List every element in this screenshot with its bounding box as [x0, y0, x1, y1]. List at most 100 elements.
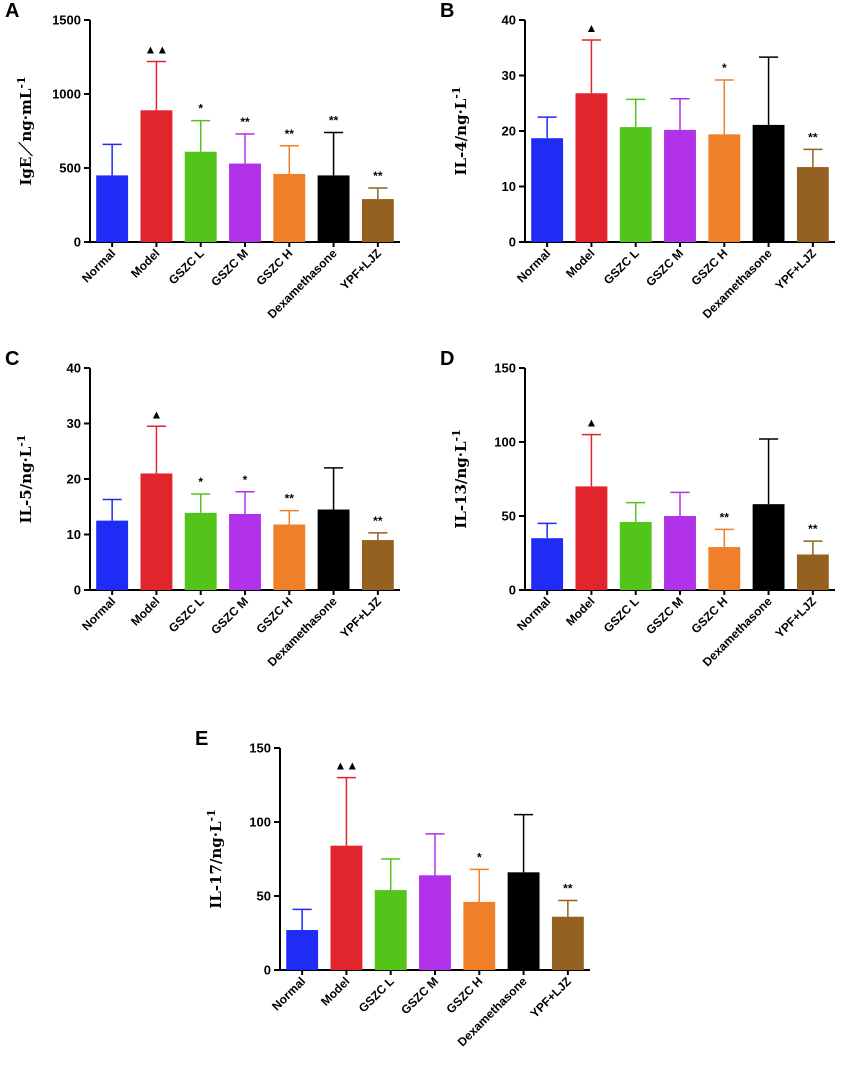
bar-model: [330, 845, 363, 970]
chart-panel-c: C IL-5/ng·L-1 0 10 20 30 40 Normal ▲ Model * GSZC …: [5, 348, 425, 678]
bar-normal: [96, 520, 129, 590]
significance-marker: ▲▲: [335, 759, 359, 773]
x-tick-label: Model: [128, 594, 162, 628]
bar-gszc-l: [374, 890, 407, 970]
bar-gszc-m: [664, 516, 696, 590]
x-tick-label: YPF+LJZ: [338, 246, 384, 292]
y-axis-label: IL-4/ng·L-1: [450, 86, 470, 175]
significance-marker: **: [285, 127, 295, 141]
x-tick-label: Normal: [514, 246, 553, 285]
y-tick-label: 1000: [52, 87, 81, 102]
significance-marker: ▲: [150, 407, 162, 421]
y-tick-label: 40: [502, 13, 516, 28]
y-tick-label: 20: [67, 472, 81, 487]
significance-marker: **: [720, 510, 730, 524]
y-tick-label: 150: [494, 361, 516, 376]
bar-gszc-l: [619, 127, 652, 242]
x-tick-label: GSZC H: [688, 246, 730, 288]
x-tick-label: GSZC H: [253, 594, 295, 636]
x-tick-label: GSZC M: [208, 246, 251, 289]
x-tick-label: GSZC L: [356, 974, 397, 1015]
x-tick-label: YPF+LJZ: [773, 594, 819, 640]
y-tick-label: 10: [502, 179, 516, 194]
bar-gszc-h: [708, 547, 741, 590]
bar-ypf-ljz: [796, 167, 829, 242]
x-tick-label: YPF+LJZ: [773, 246, 819, 292]
x-tick-label: GSZC M: [208, 594, 251, 637]
significance-marker: *: [477, 850, 482, 864]
x-tick-label: Model: [563, 246, 597, 280]
bar-normal: [531, 138, 564, 242]
significance-marker: *: [243, 473, 248, 487]
significance-marker: *: [198, 102, 203, 116]
x-tick-label: GSZC L: [601, 594, 642, 635]
x-tick-label: GSZC L: [166, 246, 207, 287]
y-axis-label-text: IgE／ng·mL: [17, 88, 35, 185]
chart-panel-a: A IgE／ng·mL-1 0 500 1000 1500 Normal ▲▲ Model * G…: [5, 0, 425, 330]
bar-dexamethasone: [752, 124, 785, 242]
y-tick-label: 100: [249, 815, 271, 830]
y-axis-label: IL-5/ng·L-1: [15, 434, 35, 523]
y-axis-label: IL-13/ng·L-1: [450, 429, 470, 529]
significance-marker: **: [373, 169, 383, 183]
y-tick-label: 50: [257, 889, 271, 904]
y-tick-label: 100: [494, 435, 516, 450]
chart-a: IgE／ng·mL-1 0 500 1000 1500 Normal ▲▲ Model * GSZ…: [15, 13, 400, 321]
significance-marker: ▲: [585, 416, 597, 430]
chart-panel-e: E IL-17/ng·L-1 0 50 100 150 Normal ▲▲ Model GSZC…: [195, 728, 615, 1058]
chart-panel-d: D IL-13/ng·L-1 0 50 100 150 Normal ▲ Model GSZC …: [440, 348, 860, 678]
panel-label: D: [440, 348, 455, 370]
bar-gszc-h: [463, 901, 496, 970]
panel-label: A: [5, 0, 20, 22]
y-tick-label: 500: [59, 161, 81, 176]
x-tick-label: GSZC L: [601, 246, 642, 287]
bar-gszc-m: [664, 129, 696, 242]
x-tick-label: YPF+LJZ: [528, 974, 574, 1020]
y-tick-label: 0: [509, 235, 516, 250]
bar-model: [140, 473, 173, 590]
significance-marker: **: [808, 130, 818, 144]
y-tick-label: 0: [509, 583, 516, 598]
x-tick-label: GSZC M: [643, 246, 686, 289]
y-axis-label-superscript: -1: [15, 76, 28, 88]
bar-dexamethasone: [317, 175, 350, 242]
significance-marker: **: [808, 522, 818, 536]
y-tick-label: 10: [67, 527, 81, 542]
y-axis-label-superscript: -1: [15, 434, 28, 446]
x-tick-label: GSZC H: [688, 594, 730, 636]
x-tick-label: Model: [128, 246, 162, 280]
x-tick-label: GSZC M: [398, 974, 441, 1017]
bar-normal: [286, 930, 319, 970]
y-axis-label-text: IL-5/ng·L: [17, 446, 35, 523]
bar-gszc-l: [184, 512, 217, 590]
x-tick-label: GSZC H: [443, 974, 485, 1016]
bar-ypf-ljz: [551, 916, 584, 970]
panel-label: C: [5, 348, 20, 370]
significance-marker: **: [563, 881, 573, 895]
bar-normal: [96, 175, 129, 242]
y-axis-label-text: IL-13/ng·L: [452, 441, 470, 529]
panel-label: E: [195, 728, 209, 750]
y-tick-label: 20: [502, 124, 516, 139]
bar-gszc-m: [419, 875, 451, 970]
bar-model: [140, 110, 173, 242]
x-tick-label: Normal: [79, 246, 118, 285]
significance-marker: **: [329, 113, 339, 127]
x-tick-label: YPF+LJZ: [338, 594, 384, 640]
y-axis-label-superscript: -1: [205, 809, 218, 821]
bar-gszc-m: [229, 163, 261, 242]
bar-dexamethasone: [752, 504, 785, 590]
significance-marker: **: [285, 492, 295, 506]
bar-gszc-m: [229, 513, 261, 590]
bar-ypf-ljz: [361, 199, 394, 242]
bar-gszc-h: [708, 134, 741, 242]
bar-normal: [531, 538, 564, 590]
chart-panel-b: B IL-4/ng·L-1 0 10 20 30 40 Normal ▲ Model GSZC L…: [440, 0, 860, 330]
panel-label: B: [440, 0, 455, 22]
y-tick-label: 0: [264, 963, 271, 978]
significance-marker: ▲: [585, 21, 597, 35]
y-tick-label: 0: [74, 583, 81, 598]
x-tick-label: Normal: [514, 594, 553, 633]
significance-marker: ▲▲: [145, 42, 169, 56]
